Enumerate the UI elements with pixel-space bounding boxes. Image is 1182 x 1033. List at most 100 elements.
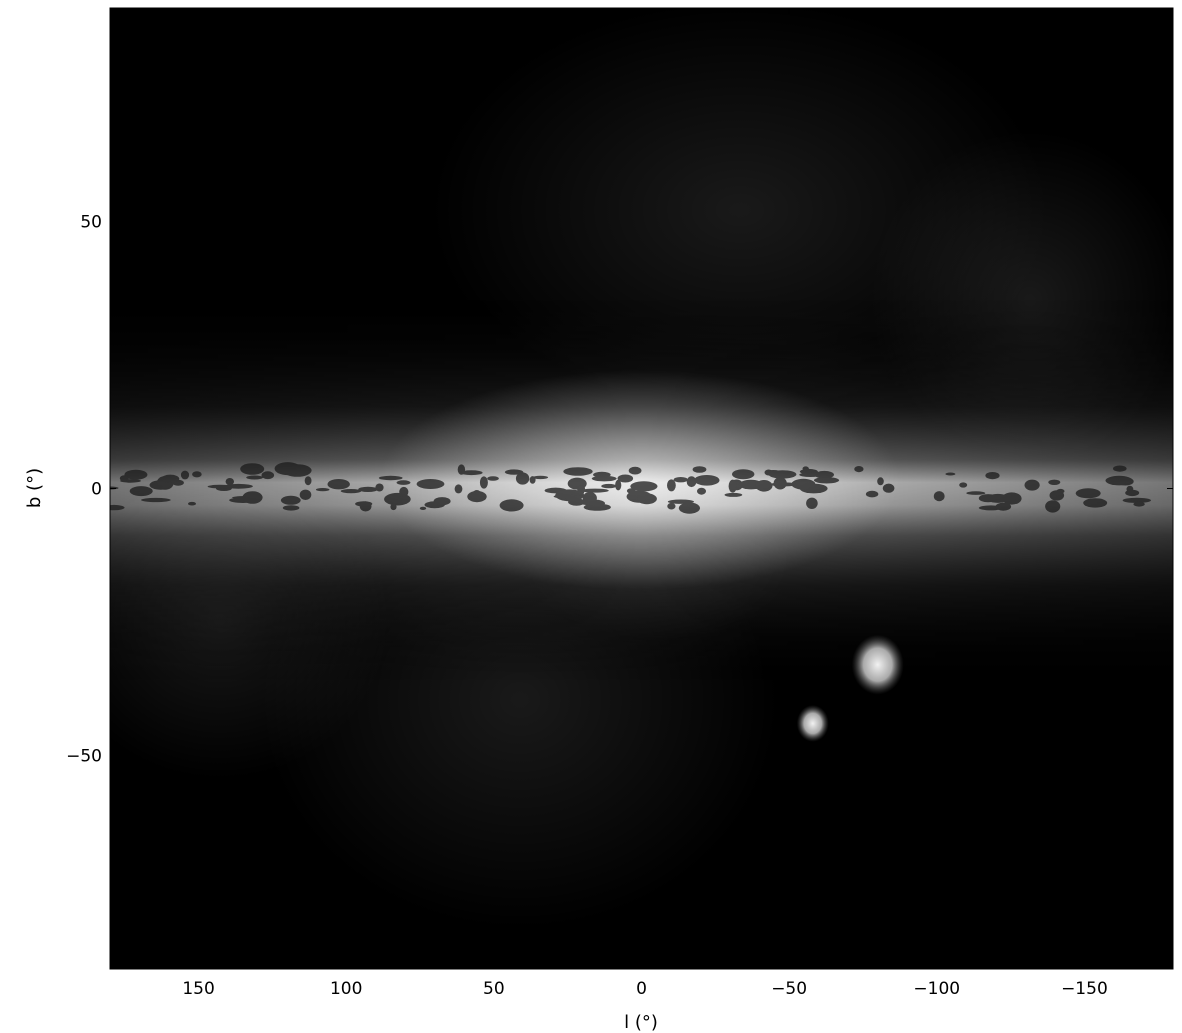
dust-patch <box>246 475 263 480</box>
x-axis-label: l (°) <box>624 1012 658 1033</box>
dust-patch <box>141 497 171 503</box>
bright-features <box>796 634 904 742</box>
y-tick-label: −50 <box>66 746 102 766</box>
dust-patch <box>225 478 234 486</box>
dust-patch <box>985 472 1000 480</box>
dust-patch <box>280 495 301 505</box>
dust-patch <box>299 489 312 500</box>
dust-patch <box>933 491 945 502</box>
dust-patch <box>1105 475 1133 486</box>
dust-patch <box>814 470 834 479</box>
dust-patch <box>686 476 697 488</box>
dust-patch <box>529 476 536 484</box>
dust-patch <box>274 462 301 476</box>
dust-patch <box>375 483 384 492</box>
dust-patch <box>678 502 701 514</box>
dust-patch <box>124 469 148 480</box>
dust-patch <box>207 484 232 489</box>
dust-patch <box>1125 489 1140 497</box>
dust-patch <box>433 497 451 506</box>
dust-patch <box>694 475 720 486</box>
dust-patch <box>692 466 707 473</box>
dust-patch <box>628 466 642 475</box>
dust-patch <box>504 469 524 475</box>
dust-patch <box>813 477 840 484</box>
dust-patch <box>1133 501 1145 507</box>
dust-patch <box>768 470 797 479</box>
dust-patch <box>161 474 180 483</box>
dust-patch <box>487 476 499 481</box>
dust-patch <box>1045 500 1061 513</box>
dust-patch <box>667 502 676 510</box>
dust-patch <box>865 490 879 498</box>
dust-patch <box>1083 498 1108 508</box>
dust-patch <box>567 477 587 490</box>
dust-patch <box>995 502 1012 511</box>
dust-patch <box>390 503 397 511</box>
y-tick-label: 50 <box>80 213 102 233</box>
dust-patch <box>1048 479 1061 485</box>
plot-area <box>110 8 1173 969</box>
dust-patch <box>282 505 300 511</box>
dust-patch <box>460 470 483 476</box>
dust-patch <box>261 471 275 480</box>
dust-patch <box>806 497 818 509</box>
dust-patch <box>799 472 822 478</box>
dust-patch <box>732 469 755 480</box>
dust-patch <box>1049 490 1065 501</box>
dust-patch <box>577 485 585 496</box>
y-tick-label: 0 <box>91 480 102 500</box>
dust-patch <box>553 494 578 499</box>
dust-patch <box>359 501 372 512</box>
dust-patch <box>630 481 658 492</box>
dust-patch <box>315 488 330 492</box>
dust-patch <box>673 477 688 483</box>
dust-patch <box>1113 465 1127 472</box>
x-axis-ticks: 150 100 50 0 −50 −100 −150 <box>182 8 1108 999</box>
dust-patch <box>499 499 524 512</box>
dust-patch <box>854 466 864 473</box>
dust-patch <box>581 488 609 493</box>
dust-patch <box>636 493 657 505</box>
dust-patch <box>242 491 263 504</box>
dust-patch <box>479 476 488 489</box>
dust-patch <box>966 491 986 495</box>
dust-patch <box>340 489 362 494</box>
x-tick-label: −100 <box>913 979 960 999</box>
dust-patch <box>959 482 968 488</box>
y-axis-ticks: 50 0 −50 <box>66 213 1173 766</box>
dust-patch <box>591 475 617 482</box>
dust-patch <box>1122 497 1152 503</box>
dust-patch <box>667 479 676 492</box>
dust-patch <box>358 486 378 492</box>
dust-patch <box>601 483 617 489</box>
x-tick-label: 150 <box>182 979 214 999</box>
x-tick-label: −50 <box>771 979 807 999</box>
x-tick-label: 0 <box>636 979 647 999</box>
dust-patch <box>580 501 597 505</box>
dust-patch <box>882 483 895 493</box>
dust-patch <box>327 479 350 490</box>
dust-patch <box>728 479 737 493</box>
dust-patch <box>583 503 611 511</box>
bright-blob <box>796 705 829 742</box>
dust-patch <box>188 501 196 506</box>
x-tick-label: 50 <box>483 979 505 999</box>
dust-patch <box>515 472 530 485</box>
dust-patch <box>802 466 809 472</box>
dust-patch <box>755 480 773 492</box>
dust-patch <box>119 475 129 482</box>
dust-patch <box>396 480 411 485</box>
dust-patch <box>454 484 463 494</box>
dust-patch <box>563 467 593 476</box>
dust-patch <box>724 492 743 497</box>
bright-blob <box>851 634 904 695</box>
dust-patch <box>617 474 634 483</box>
dust-patch <box>180 470 190 480</box>
dust-patch <box>770 482 797 487</box>
dust-patch <box>1002 492 1022 505</box>
dust-patch <box>419 506 427 510</box>
dust-patch <box>399 486 409 497</box>
dust-patch <box>1075 488 1101 499</box>
dust-patch <box>791 478 816 490</box>
